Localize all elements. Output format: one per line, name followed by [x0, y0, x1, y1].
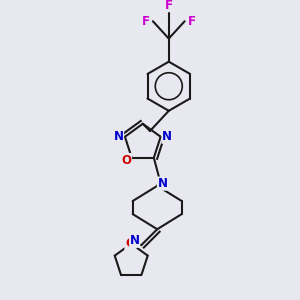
- Text: N: N: [114, 130, 124, 143]
- Text: O: O: [125, 237, 136, 250]
- Text: F: F: [188, 15, 196, 28]
- Text: F: F: [142, 15, 150, 28]
- Text: N: N: [158, 177, 167, 190]
- Text: N: N: [162, 130, 172, 143]
- Text: F: F: [165, 0, 173, 12]
- Text: N: N: [130, 234, 140, 247]
- Text: O: O: [122, 154, 131, 166]
